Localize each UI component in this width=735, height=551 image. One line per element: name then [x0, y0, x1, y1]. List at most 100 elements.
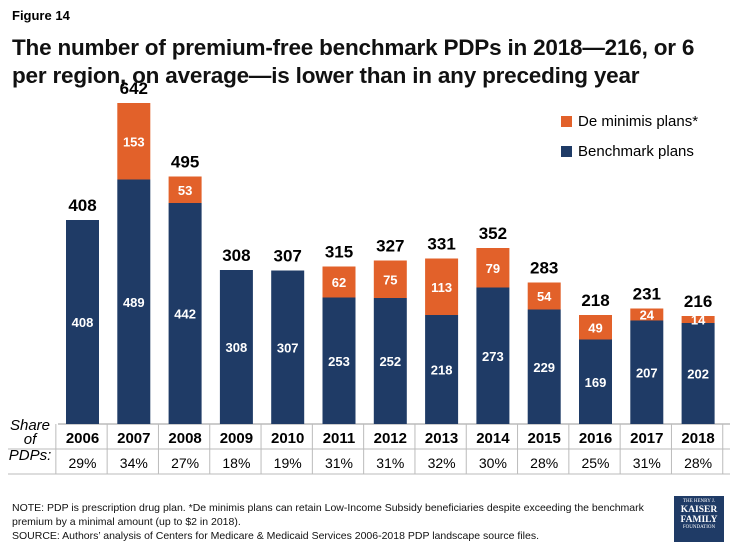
bar-total-label: 283	[530, 259, 558, 278]
legend: De minimis plans* Benchmark plans	[561, 108, 698, 168]
legend-label-benchmark: Benchmark plans	[578, 142, 694, 160]
bar-total-label: 642	[120, 79, 148, 98]
bar-label-benchmark: 308	[226, 340, 248, 355]
legend-item-benchmark: Benchmark plans	[561, 138, 698, 164]
source-text: SOURCE: Authors’ analysis of Centers for…	[12, 530, 539, 542]
bar-label-benchmark: 202	[687, 367, 709, 382]
logo-line-4: FOUNDATION	[682, 525, 716, 530]
bar-label-benchmark: 252	[379, 354, 401, 369]
legend-label-de-minimis: De minimis plans*	[578, 112, 699, 130]
bar-de-minimis	[476, 248, 510, 288]
bar-total-label: 331	[427, 235, 455, 254]
bar-label-de-minimis: 79	[486, 261, 500, 276]
bar-total-label: 352	[479, 224, 507, 243]
share-value: 18%	[222, 455, 250, 471]
bar-label-de-minimis: 49	[588, 320, 602, 335]
legend-swatch-benchmark	[561, 145, 572, 157]
share-value: 19%	[274, 455, 302, 471]
share-value: 31%	[633, 455, 661, 471]
bar-label-de-minimis: 153	[123, 134, 145, 149]
bar-total-label: 218	[581, 291, 609, 310]
bar-de-minimis	[322, 266, 356, 298]
bar-label-benchmark: 218	[431, 363, 453, 378]
share-label-line: of	[24, 431, 38, 448]
bar-de-minimis	[373, 260, 407, 298]
share-value: 30%	[479, 455, 507, 471]
x-tick-label: 2014	[476, 430, 510, 447]
chart-title: The number of premium-free benchmark PDP…	[12, 35, 695, 88]
bar-benchmark	[579, 339, 612, 424]
bar-label-de-minimis: 62	[332, 275, 346, 290]
bar-total-label: 408	[68, 196, 96, 215]
share-value: 27%	[171, 455, 199, 471]
x-tick-label: 2007	[117, 430, 150, 447]
bar-benchmark	[476, 287, 510, 424]
x-tick-label: 2016	[579, 430, 612, 447]
bar-total-label: 231	[633, 285, 661, 304]
legend-swatch-de-minimis	[561, 115, 572, 127]
bar-label-benchmark: 229	[533, 360, 555, 375]
kff-logo: THE HENRY J. KAISER FAMILY FOUNDATION	[674, 496, 724, 542]
share-value: 25%	[581, 455, 609, 471]
bar-benchmark	[117, 179, 151, 424]
share-value: 28%	[684, 455, 712, 471]
bar-label-benchmark: 273	[482, 349, 504, 364]
x-tick-label: 2015	[528, 430, 561, 447]
bar-benchmark	[681, 323, 715, 424]
bar-de-minimis	[630, 308, 664, 321]
share-value: 34%	[120, 455, 148, 471]
x-tick-label: 2006	[66, 430, 99, 447]
bar-label-de-minimis: 53	[178, 183, 192, 198]
bar-label-benchmark: 207	[636, 365, 658, 380]
legend-item-de-minimis: De minimis plans*	[561, 108, 698, 134]
x-tick-label: 2008	[168, 430, 201, 447]
bar-total-label: 308	[222, 246, 250, 265]
share-value: 31%	[376, 455, 404, 471]
bar-total-label: 495	[171, 153, 199, 172]
bar-label-de-minimis: 75	[383, 272, 397, 287]
bar-benchmark	[373, 298, 407, 424]
footnotes: NOTE: PDP is prescription drug plan. *De…	[12, 501, 662, 543]
logo-line-2: KAISER	[680, 505, 718, 515]
logo-line-3: FAMILY	[680, 515, 718, 525]
share-value: 29%	[68, 455, 96, 471]
bar-label-benchmark: 442	[174, 307, 196, 322]
share-label-line: PDPs:	[9, 447, 52, 464]
bar-benchmark	[527, 309, 561, 424]
x-tick-label: 2011	[323, 430, 356, 447]
bar-label-benchmark: 169	[585, 375, 607, 390]
bar-total-label: 216	[684, 292, 712, 311]
x-tick-label: 2010	[271, 430, 304, 447]
bar-de-minimis	[168, 176, 202, 203]
x-tick-label: 2009	[220, 430, 253, 447]
x-tick-label: 2012	[374, 430, 407, 447]
bar-benchmark	[66, 220, 99, 424]
share-value: 31%	[325, 455, 353, 471]
bar-label-de-minimis: 14	[691, 313, 706, 328]
bar-benchmark	[322, 297, 356, 424]
share-value: 32%	[428, 455, 456, 471]
bar-benchmark	[630, 320, 664, 424]
bar-benchmark	[425, 315, 459, 424]
bar-label-de-minimis: 113	[431, 280, 452, 295]
bar-de-minimis	[527, 282, 561, 310]
figure-label: Figure 14	[12, 8, 70, 23]
bar-de-minimis	[681, 316, 715, 323]
bar-de-minimis	[117, 103, 151, 180]
x-tick-label: 2013	[425, 430, 458, 447]
bar-de-minimis	[425, 258, 459, 315]
bar-total-label: 327	[376, 237, 404, 256]
share-value: 28%	[530, 455, 558, 471]
bar-label-benchmark: 408	[72, 315, 94, 330]
bar-de-minimis	[579, 315, 612, 340]
bar-benchmark	[168, 203, 202, 424]
x-tick-label: 2017	[630, 430, 663, 447]
bar-total-label: 307	[274, 247, 302, 266]
bar-benchmark	[271, 270, 305, 424]
bar-label-benchmark: 307	[277, 340, 299, 355]
bar-benchmark	[219, 270, 253, 424]
x-tick-label: 2018	[681, 430, 714, 447]
bar-total-label: 315	[325, 243, 353, 262]
bar-label-de-minimis: 54	[537, 289, 552, 304]
